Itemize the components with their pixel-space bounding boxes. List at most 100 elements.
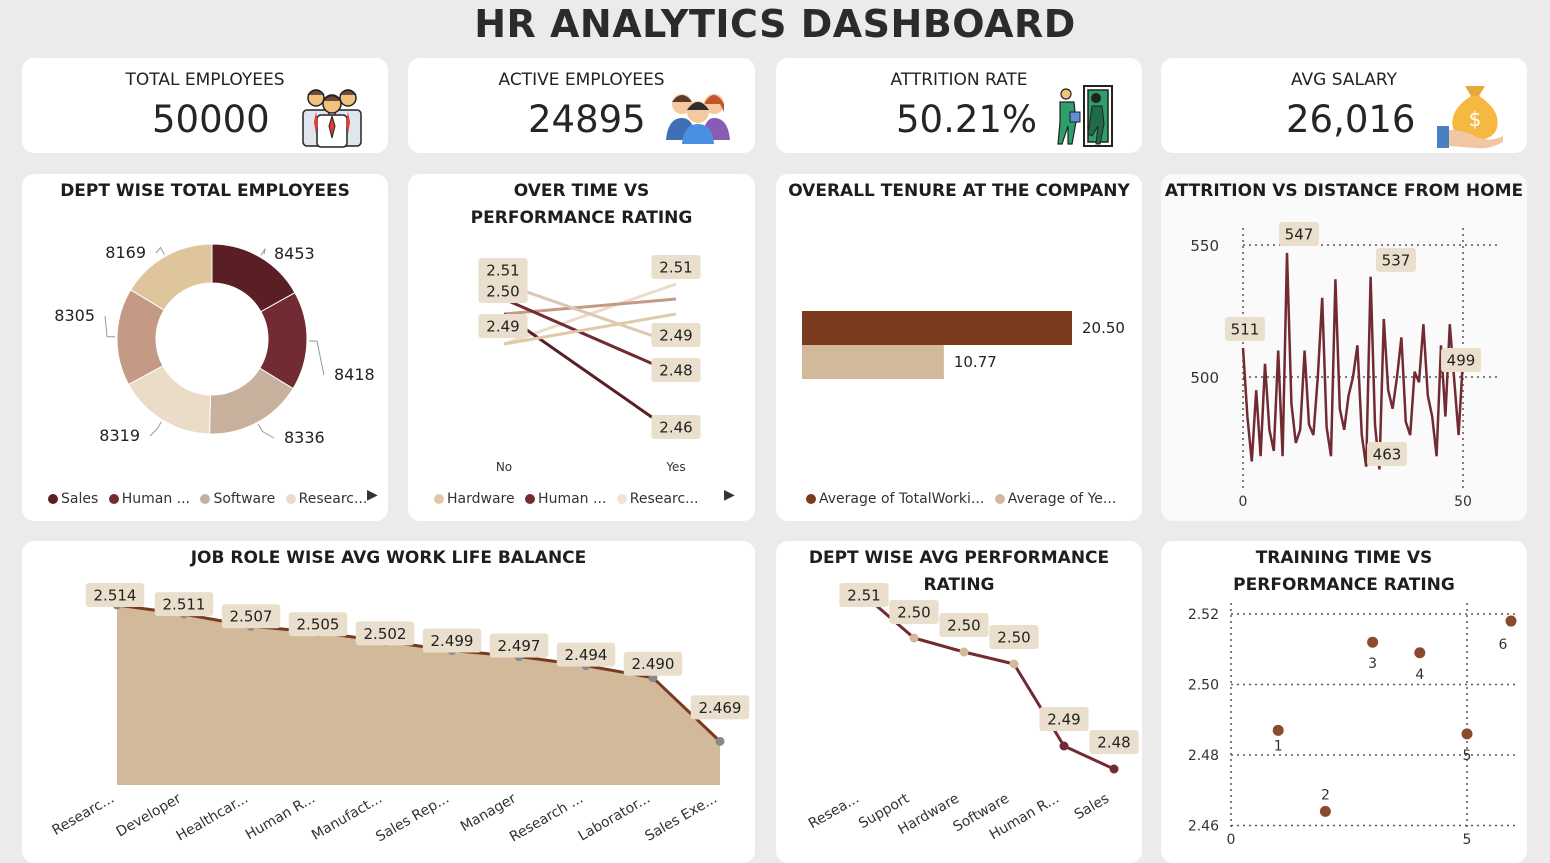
data-label-bg [989, 625, 1039, 649]
legend-item[interactable]: Sales [48, 491, 98, 507]
x-tick-label: 50 [1454, 494, 1472, 510]
leader-line [257, 423, 275, 439]
x-tick-label: Sales [1072, 791, 1112, 823]
kpi-label: TOTAL EMPLOYEES [125, 70, 285, 90]
kpi-value: 24895 [528, 98, 646, 141]
legend-label: Human ... [121, 491, 191, 507]
legend-item[interactable]: Average of TotalWorki... [806, 491, 984, 507]
kpi-label: AVG SALARY [1290, 70, 1398, 90]
chart-card-training[interactable]: TRAINING TIME VS PERFORMANCE RATING 2.52… [1161, 541, 1527, 863]
kpi-card-avg-salary[interactable]: AVG SALARY 26,016 $ [1161, 58, 1527, 153]
data-point [1059, 741, 1069, 751]
chart-card-tenure[interactable]: OVERALL TENURE AT THE COMPANY 20.50 10.77… [776, 174, 1142, 521]
point-label: 2 [1321, 787, 1330, 803]
scatter-point [1272, 724, 1284, 736]
x-tick-label: 5 [1463, 832, 1472, 848]
series-line [1241, 252, 1465, 470]
data-label-bg [355, 621, 415, 646]
series-line [503, 312, 677, 346]
data-label: 2.49 [659, 326, 692, 344]
data-point [959, 647, 969, 657]
legend-next-arrow-icon[interactable]: ▶ [724, 487, 735, 503]
kpi-card-attrition-rate[interactable]: ATTRITION RATE 50.21% [776, 58, 1142, 153]
data-label-bg [154, 592, 214, 617]
chart-card-jobrole[interactable]: JOB ROLE WISE AVG WORK LIFE BALANCE 2.51… [22, 541, 755, 863]
data-label: 2.505 [297, 616, 340, 634]
legend-item[interactable]: Average of Ye... [994, 491, 1116, 507]
scatter-point [1505, 615, 1517, 627]
donut-chart: 8453 8418 8336 8319 8305 8169 [54, 243, 374, 447]
kpi-label: ACTIVE EMPLOYEES [498, 70, 665, 90]
kpi-card-active-employees[interactable]: ACTIVE EMPLOYEES 24895 [408, 58, 755, 153]
x-tick-label: Healthcar... [174, 791, 251, 845]
slice-label: 8319 [99, 426, 140, 445]
series-line [116, 603, 722, 743]
legend-item[interactable]: Human ... [525, 491, 606, 507]
y-tick-label: 2.50 [1188, 678, 1219, 694]
attrition-distance-line-chart: 550 500 0 50 547 537 511 499 463 [1190, 222, 1501, 510]
bar-value-label: 10.77 [954, 353, 997, 371]
kpi-card-total-employees[interactable]: TOTAL EMPLOYEES 50000 [22, 58, 388, 153]
data-label-bg [85, 583, 145, 607]
data-label-bg [889, 600, 939, 624]
chart-card-attrition-distance[interactable]: ATTRITION VS DISTANCE FROM HOME 550 500 0 5… [1161, 174, 1527, 521]
data-label: 2.494 [565, 646, 608, 664]
data-label: 499 [1447, 351, 1476, 369]
data-label: 2.49 [486, 317, 519, 335]
data-label: 2.514 [94, 586, 137, 604]
x-tick-label: Laborator... [576, 791, 653, 845]
legend-label: Researc... [298, 491, 368, 507]
data-label: 2.49 [1047, 710, 1080, 728]
money-bag-icon: $ [1437, 86, 1503, 149]
data-label-bg [556, 642, 616, 667]
data-label: 2.502 [364, 625, 407, 643]
x-tick-label: Sales Exe... [642, 791, 720, 845]
legend-label: Researc... [629, 491, 699, 507]
chart-card-dept-perf[interactable]: DEPT WISE AVG PERFORMANCE RATING 2.51 2.5… [776, 541, 1142, 863]
kpi-value: 50.21% [896, 98, 1038, 141]
chart-card-dept-total[interactable]: DEPT WISE TOTAL EMPLOYEES 8453 8418 8336 83… [22, 174, 388, 521]
donut-slice [130, 243, 213, 311]
data-label: 463 [1373, 445, 1402, 463]
data-label-bg [1441, 348, 1481, 372]
bar [802, 311, 1072, 345]
scatter-point [1414, 647, 1426, 659]
data-label-bg [489, 633, 549, 658]
data-label-bg [221, 604, 281, 629]
data-label: 2.511 [163, 595, 206, 613]
legend-item[interactable]: Researc... [616, 491, 699, 507]
exit-door-icon [1057, 85, 1113, 147]
data-label-bg [478, 279, 528, 303]
data-point [1009, 659, 1019, 669]
chart-legend: Hardware Human ... Researc... [434, 491, 705, 507]
data-label-bg [651, 415, 701, 439]
x-tick-label: Research ... [507, 791, 586, 846]
svg-text:$: $ [1469, 107, 1482, 131]
data-label: 2.48 [1097, 733, 1130, 751]
slice-label: 8169 [105, 243, 146, 262]
chart-card-overtime[interactable]: OVER TIME VS PERFORMANCE RATING 2.51 2.50… [408, 174, 755, 521]
x-tick-label: Developer [114, 790, 185, 840]
chart-title: ATTRITION VS DISTANCE FROM HOME [1164, 181, 1524, 201]
y-tick-label: 2.46 [1188, 819, 1219, 835]
legend-label: Hardware [447, 491, 515, 507]
data-label-bg [1039, 707, 1089, 731]
legend-item[interactable]: Researc... [285, 491, 368, 507]
leader-line [308, 340, 325, 376]
tenure-bar-chart: 20.50 10.77 [802, 311, 1125, 379]
x-tick-label: No [496, 460, 512, 474]
legend-next-arrow-icon[interactable]: ▶ [367, 487, 378, 503]
legend-item[interactable]: Hardware [434, 491, 515, 507]
data-label-bg [839, 583, 889, 607]
slice-label: 8305 [54, 306, 95, 325]
training-scatter-chart: 2.52 2.50 2.48 2.46 0 5 1 2 3 4 5 6 [1188, 603, 1517, 848]
data-label: 2.490 [632, 655, 675, 673]
data-label: 537 [1382, 251, 1411, 269]
point-label: 1 [1274, 738, 1283, 754]
overtime-line-chart: 2.51 2.50 2.49 2.51 2.49 2.48 2.46 No Yes [478, 255, 701, 474]
legend-item[interactable]: Human ... [108, 491, 191, 507]
legend-item[interactable]: Software [200, 491, 275, 507]
data-label: 2.51 [659, 258, 692, 276]
y-tick-label: 500 [1190, 369, 1219, 387]
dept-perf-line-chart: 2.512.502.502.502.492.48Resea...SupportH… [806, 583, 1139, 843]
